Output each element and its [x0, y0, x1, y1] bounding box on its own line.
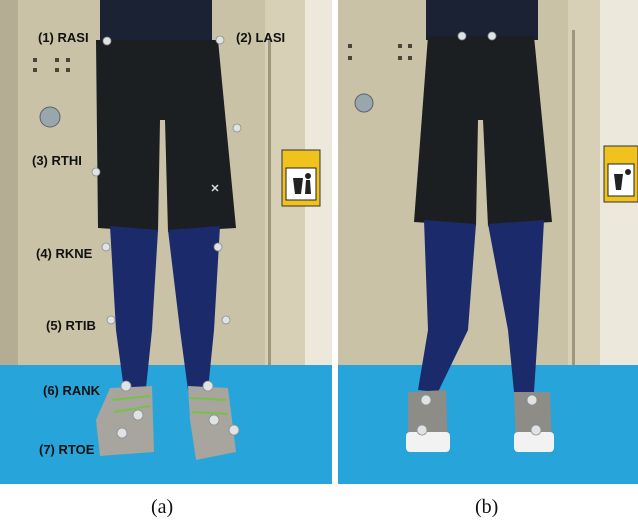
right-leg	[110, 226, 158, 390]
left-leg	[168, 226, 220, 390]
back-view-photo	[338, 0, 638, 484]
back-view-illustration	[338, 0, 638, 484]
marker-label-rank: (6) RANK	[43, 383, 101, 398]
floor	[338, 365, 638, 484]
marker-label-rasi: (1) RASI	[38, 30, 89, 45]
front-view-photo: (1) RASI (2) LASI (3) RTHI (4) RKNE (5) …	[0, 0, 332, 484]
marker-label-rthi: (3) RTHI	[32, 153, 82, 168]
front-view-illustration	[0, 0, 332, 484]
door-knob	[354, 93, 374, 113]
right-leg	[418, 220, 476, 392]
door-knob	[39, 106, 61, 128]
caption-b: (b)	[475, 496, 499, 518]
reflective-markers	[416, 31, 542, 436]
marker-label-rtoe: (7) RTOE	[39, 442, 95, 457]
marker-label-rtib: (5) RTIB	[46, 318, 96, 333]
reflective-markers	[91, 35, 242, 439]
marker-label-lasi: (2) LASI	[236, 30, 286, 45]
marker-label-rkne: (4) RKNE	[36, 246, 93, 261]
left-leg	[488, 220, 544, 392]
right-shoe	[96, 386, 154, 456]
shorts	[414, 36, 552, 226]
caption-a: (a)	[151, 496, 174, 518]
floor	[0, 365, 332, 484]
shorts	[96, 40, 236, 232]
